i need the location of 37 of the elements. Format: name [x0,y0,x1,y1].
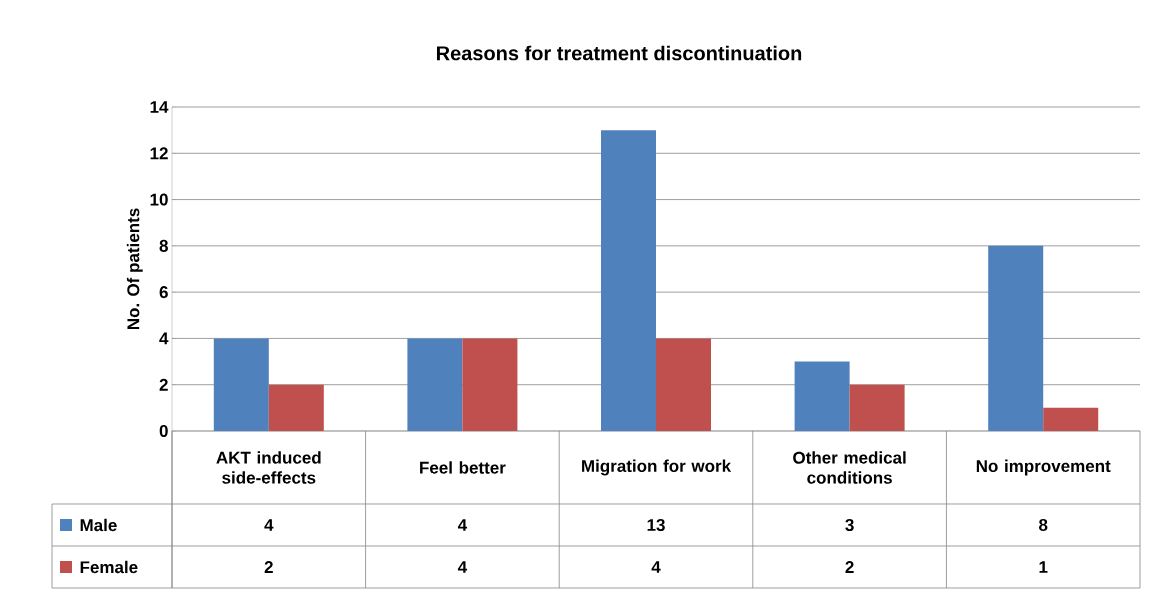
data-label: 3 [845,518,854,532]
bar [601,130,657,431]
bar [988,245,1044,431]
x-tick-label: No improvement [976,459,1111,476]
y-tick-label: 6 [159,286,168,299]
data-label: 1 [1039,561,1048,573]
y-tick-label: 4 [159,332,169,345]
data-label: 13 [647,518,665,532]
data-label: 2 [845,561,854,573]
data-label: 8 [1039,518,1048,532]
y-tick-label: 0 [159,424,168,438]
bar [213,338,269,431]
x-tick-label: Other medical conditions [793,451,906,484]
bar [462,338,518,431]
bar [268,384,324,431]
y-axis-title: No. Of patients [126,208,143,330]
x-tick-label: Feel better [420,461,506,474]
y-tick-label: 12 [150,147,168,160]
x-tick-label: AKT induced side-effects [216,451,321,484]
bar [794,361,850,431]
bar [1043,407,1099,431]
y-tick-label: 14 [150,101,169,113]
chart-title: Reasons for treatment discontinuation [436,45,802,61]
y-tick-label: 8 [159,239,168,252]
data-label: 2 [264,561,273,573]
bar [656,338,712,431]
y-tick-label: 10 [150,193,168,206]
legend-label: Male [80,518,117,532]
bar [849,384,905,431]
y-tick-label: 2 [159,378,168,391]
data-label: 4 [264,519,274,531]
x-tick-label: Migration for work [582,459,732,476]
bar [407,338,463,431]
data-label: 4 [651,561,661,573]
data-label: 4 [457,519,468,531]
data-label: 4 [457,561,468,573]
legend-label: Female [80,560,138,574]
